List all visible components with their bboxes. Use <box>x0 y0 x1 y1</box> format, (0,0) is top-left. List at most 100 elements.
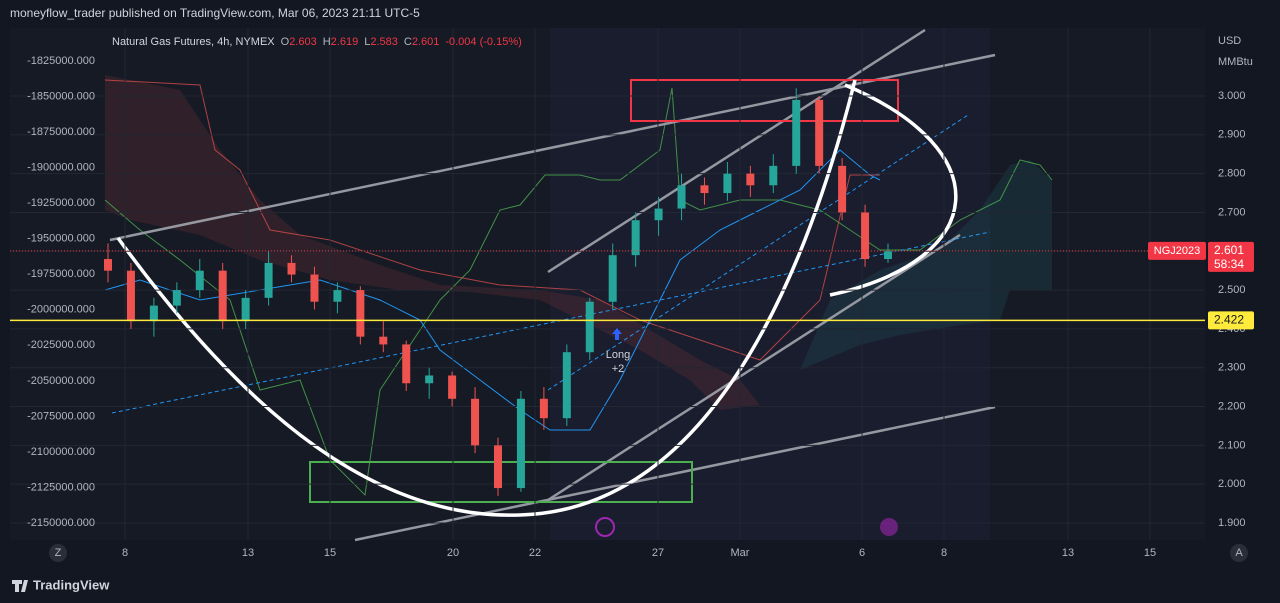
candle-body <box>516 398 525 489</box>
x-tick-label: 20 <box>447 547 459 559</box>
y2-tick-label: -1900000.000 <box>27 162 95 174</box>
candle-body <box>677 185 686 209</box>
y2-tick-label: -1975000.000 <box>27 268 95 280</box>
price-unit: MMBtu <box>1218 56 1253 68</box>
candle-body <box>149 305 158 322</box>
long-arrow <box>612 328 622 340</box>
legend-key: O <box>281 36 290 48</box>
event-icon[interactable] <box>595 517 615 537</box>
price-tag-value: 2.601 <box>1214 243 1244 257</box>
legend-value: 2.603 <box>289 36 317 48</box>
candle-body <box>585 301 594 353</box>
auto-scale-button[interactable] <box>1230 544 1248 562</box>
y2-tick-label: -1825000.000 <box>27 55 95 67</box>
candle-body <box>402 344 411 384</box>
cloud-green <box>760 160 1052 405</box>
candle-body <box>746 173 755 186</box>
conversion-line <box>104 149 881 431</box>
candle-body <box>195 270 204 291</box>
timezone-label: Z <box>55 547 62 559</box>
candle-body <box>471 398 480 446</box>
y2-tick-label: -1850000.000 <box>27 90 95 102</box>
y-tick-label: 2.900 <box>1218 129 1246 141</box>
candle-body <box>792 99 801 166</box>
candle-body <box>104 259 112 271</box>
legend-change: -0.004 (-0.15%) <box>445 36 521 48</box>
y-tick-label: 2.300 <box>1218 362 1246 374</box>
candle-body <box>287 262 296 275</box>
price-tag-countdown: 58:34 <box>1214 257 1244 271</box>
ohlc-legend: Natural Gas Futures, 4h, NYMEX O2.603 H2.6… <box>112 36 522 48</box>
trend-line <box>354 405 996 542</box>
y-tick-label: 2.200 <box>1218 400 1246 412</box>
candle-body <box>379 336 388 345</box>
publisher: moneyflow_trader published on TradingVie… <box>10 6 420 20</box>
x-tick-label: 8 <box>122 547 128 559</box>
annotation-qty: +2 <box>612 363 625 375</box>
x-tick-label: 27 <box>652 547 664 559</box>
y2-tick-label: -2075000.000 <box>27 410 95 422</box>
level-tag-value: 2.422 <box>1214 313 1244 327</box>
symbol-tag-label: NGJ2023 <box>1154 245 1200 257</box>
candle-body <box>654 208 663 221</box>
candle-body <box>356 290 365 337</box>
y2-tick-label: -2025000.000 <box>27 339 95 351</box>
timezone-button[interactable] <box>49 544 67 562</box>
handle-curve <box>829 83 958 297</box>
y-tick-label: 2.800 <box>1218 168 1246 180</box>
candle-body <box>861 212 870 260</box>
y2-tick-label: -1925000.000 <box>27 197 95 209</box>
legend-value: 2.619 <box>331 36 359 48</box>
candle-body <box>218 270 227 322</box>
candle-body <box>494 445 502 489</box>
x-tick-label: 8 <box>941 547 947 559</box>
candle-body <box>815 99 824 166</box>
brand: TradingView <box>33 577 110 592</box>
candle-body <box>769 165 778 186</box>
tv-logo <box>12 580 28 592</box>
x-tick-label: 15 <box>324 547 336 559</box>
candle-body <box>884 251 892 260</box>
y2-tick-label: -1875000.000 <box>27 126 95 138</box>
x-tick-label: 22 <box>529 547 541 559</box>
x-tick-label: 13 <box>242 547 254 559</box>
event-icon[interactable] <box>880 518 898 536</box>
candle-body <box>126 270 135 322</box>
legend-value: 2.601 <box>412 36 440 48</box>
y2-tick-label: -2125000.000 <box>27 481 95 493</box>
x-tick-label: Mar <box>731 547 750 559</box>
annotation-label: Long <box>606 349 630 361</box>
legend-key: H <box>323 36 331 48</box>
y-tick-label: 3.000 <box>1218 90 1246 102</box>
x-tick-label: 6 <box>859 547 865 559</box>
legend-key: L <box>364 36 370 48</box>
level-tag <box>1208 311 1254 330</box>
candle-body <box>448 375 457 399</box>
x-tick-label: 15 <box>1144 547 1156 559</box>
y-tick-label: 2.100 <box>1218 439 1246 451</box>
legend-key: C <box>404 36 412 48</box>
auto-scale-label: A <box>1235 547 1243 559</box>
candle-body <box>700 185 709 194</box>
cloud-red <box>105 75 760 410</box>
candle-body <box>241 297 250 322</box>
candle-body <box>539 398 548 419</box>
y-tick-label: 2.700 <box>1218 206 1246 218</box>
symbol-tag <box>1148 241 1206 260</box>
resistance-box <box>630 79 899 122</box>
y2-tick-label: -1950000.000 <box>27 233 95 245</box>
dashed-line <box>111 231 991 414</box>
candle-body <box>608 255 617 302</box>
y2-tick-label: -2000000.000 <box>27 304 95 316</box>
legend-value: 2.583 <box>370 36 398 48</box>
candle-body <box>838 165 847 213</box>
y2-tick-label: -2100000.000 <box>27 446 95 458</box>
symbol-title: Natural Gas Futures, 4h, NYMEX <box>112 36 275 48</box>
candle-body <box>333 290 342 302</box>
candle-body <box>562 352 571 419</box>
marks <box>10 28 1205 540</box>
candle-body <box>631 220 640 256</box>
y2-tick-label: -2150000.000 <box>27 517 95 529</box>
y2-tick-label: -2050000.000 <box>27 375 95 387</box>
